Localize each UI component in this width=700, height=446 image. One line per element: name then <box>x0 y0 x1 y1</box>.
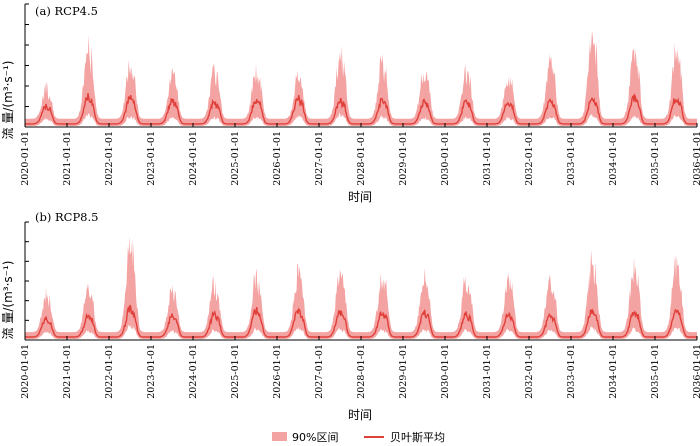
x-tick-label: 2031-01-01 <box>482 344 493 399</box>
panel-rcp85: 2020-01-01 2021-01-01 2022-01-01 2023-01-01… <box>1 210 700 422</box>
series-band-90pct <box>25 30 697 127</box>
axes-b: 2020-01-01 2021-01-01 2022-01-01 2023-01-01… <box>20 221 700 399</box>
x-tick-label: 2029-01-01 <box>398 131 409 186</box>
x-tick-label: 2036-01-01 <box>692 131 700 186</box>
x-axis-label-b: 时间 <box>348 408 372 422</box>
x-tick-label: 2035-01-01 <box>650 131 661 186</box>
x-tick-label: 2032-01-01 <box>524 131 535 186</box>
x-tick-label: 2030-01-01 <box>440 344 451 399</box>
legend: 90%区间 贝叶斯平均 <box>272 431 445 444</box>
x-tick-label: 2023-01-01 <box>146 131 157 186</box>
axes-a: 2020-01-01 2021-01-01 2022-01-01 2023-01-01… <box>20 3 700 186</box>
legend-band-label: 90%区间 <box>292 431 338 444</box>
legend-line-label: 贝叶斯平均 <box>390 431 445 444</box>
x-tick-label: 2035-01-01 <box>650 344 661 399</box>
x-tick-label: 2022-01-01 <box>104 131 115 186</box>
x-tick-label: 2033-01-01 <box>566 344 577 399</box>
x-tick-label: 2027-01-01 <box>314 131 325 186</box>
panel-rcp45: 2020-01-01 2021-01-01 2022-01-01 2023-01-01… <box>1 3 700 204</box>
x-tick-label: 2026-01-01 <box>272 131 283 186</box>
legend-band-swatch <box>272 432 287 441</box>
x-tick-label: 2036-01-01 <box>692 344 700 399</box>
x-tick-label: 2025-01-01 <box>230 344 241 399</box>
band-layer-a <box>25 30 697 127</box>
x-tick-label: 2024-01-01 <box>188 131 199 186</box>
series-band-90pct <box>25 235 697 339</box>
panel-title-b: (b) RCP8.5 <box>35 210 98 224</box>
x-tick-label: 2034-01-01 <box>608 131 619 186</box>
x-tick-label: 2020-01-01 <box>20 131 31 186</box>
x-tick-label: 2025-01-01 <box>230 131 241 186</box>
x-tick-label: 2028-01-01 <box>356 344 367 399</box>
x-tick-label: 2026-01-01 <box>272 344 283 399</box>
x-tick-label: 2032-01-01 <box>524 344 535 399</box>
x-tick-label: 2033-01-01 <box>566 131 577 186</box>
x-tick-label: 2024-01-01 <box>188 344 199 399</box>
x-tick-label: 2021-01-01 <box>62 131 73 186</box>
x-tick-label: 2027-01-01 <box>314 344 325 399</box>
x-tick-label: 2031-01-01 <box>482 131 493 186</box>
x-tick-label: 2020-01-01 <box>20 344 31 399</box>
panel-title-a: (a) RCP4.5 <box>35 4 98 18</box>
x-tick-label: 2028-01-01 <box>356 131 367 186</box>
x-axis-label-a: 时间 <box>348 190 372 204</box>
x-tick-label: 2034-01-01 <box>608 344 619 399</box>
x-tick-label: 2023-01-01 <box>146 344 157 399</box>
y-axis-label-a: 流 量/(m³·s⁻¹) <box>1 61 15 140</box>
x-tick-label: 2022-01-01 <box>104 344 115 399</box>
x-tick-label: 2021-01-01 <box>62 344 73 399</box>
band-layer-b <box>25 235 697 339</box>
y-axis-label-b: 流 量/(m³·s⁻¹) <box>1 261 15 340</box>
x-tick-label: 2030-01-01 <box>440 131 451 186</box>
x-tick-label: 2029-01-01 <box>398 344 409 399</box>
